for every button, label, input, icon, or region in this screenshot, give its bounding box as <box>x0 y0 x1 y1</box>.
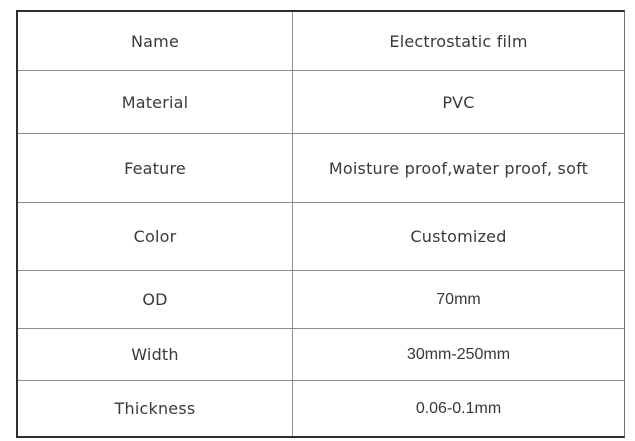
table-row: Material PVC <box>18 70 624 133</box>
spec-label-name: Name <box>18 12 293 70</box>
spec-label-color: Color <box>18 203 293 270</box>
product-spec-table: Name Electrostatic film Material PVC Fea… <box>16 10 625 438</box>
spec-label-width: Width <box>18 329 293 380</box>
table-row: Width 30mm-250mm <box>18 328 624 380</box>
spec-value-color: Customized <box>410 227 507 246</box>
table-row: Thickness 0.06-0.1mm <box>18 380 624 436</box>
spec-value-material: PVC <box>442 92 475 112</box>
spec-value-feature: Moisture proof,water proof, soft <box>328 158 589 178</box>
table-row: Feature Moisture proof,water proof, soft <box>18 133 624 202</box>
spec-value-name: Electrostatic film <box>389 31 528 51</box>
spec-value-thickness: 0.06-0.1mm <box>415 399 502 417</box>
spec-label-feature: Feature <box>18 134 293 202</box>
spec-label-od: OD <box>18 271 293 328</box>
table-row: Name Electrostatic film <box>18 12 624 70</box>
spec-label-thickness: Thickness <box>18 381 293 436</box>
spec-value-od: 70mm <box>436 290 481 308</box>
spec-label-material: Material <box>18 71 293 133</box>
table-row: Color Customized <box>18 202 624 270</box>
table-row: OD 70mm <box>18 270 624 328</box>
spec-value-width: 30mm-250mm <box>406 345 511 363</box>
